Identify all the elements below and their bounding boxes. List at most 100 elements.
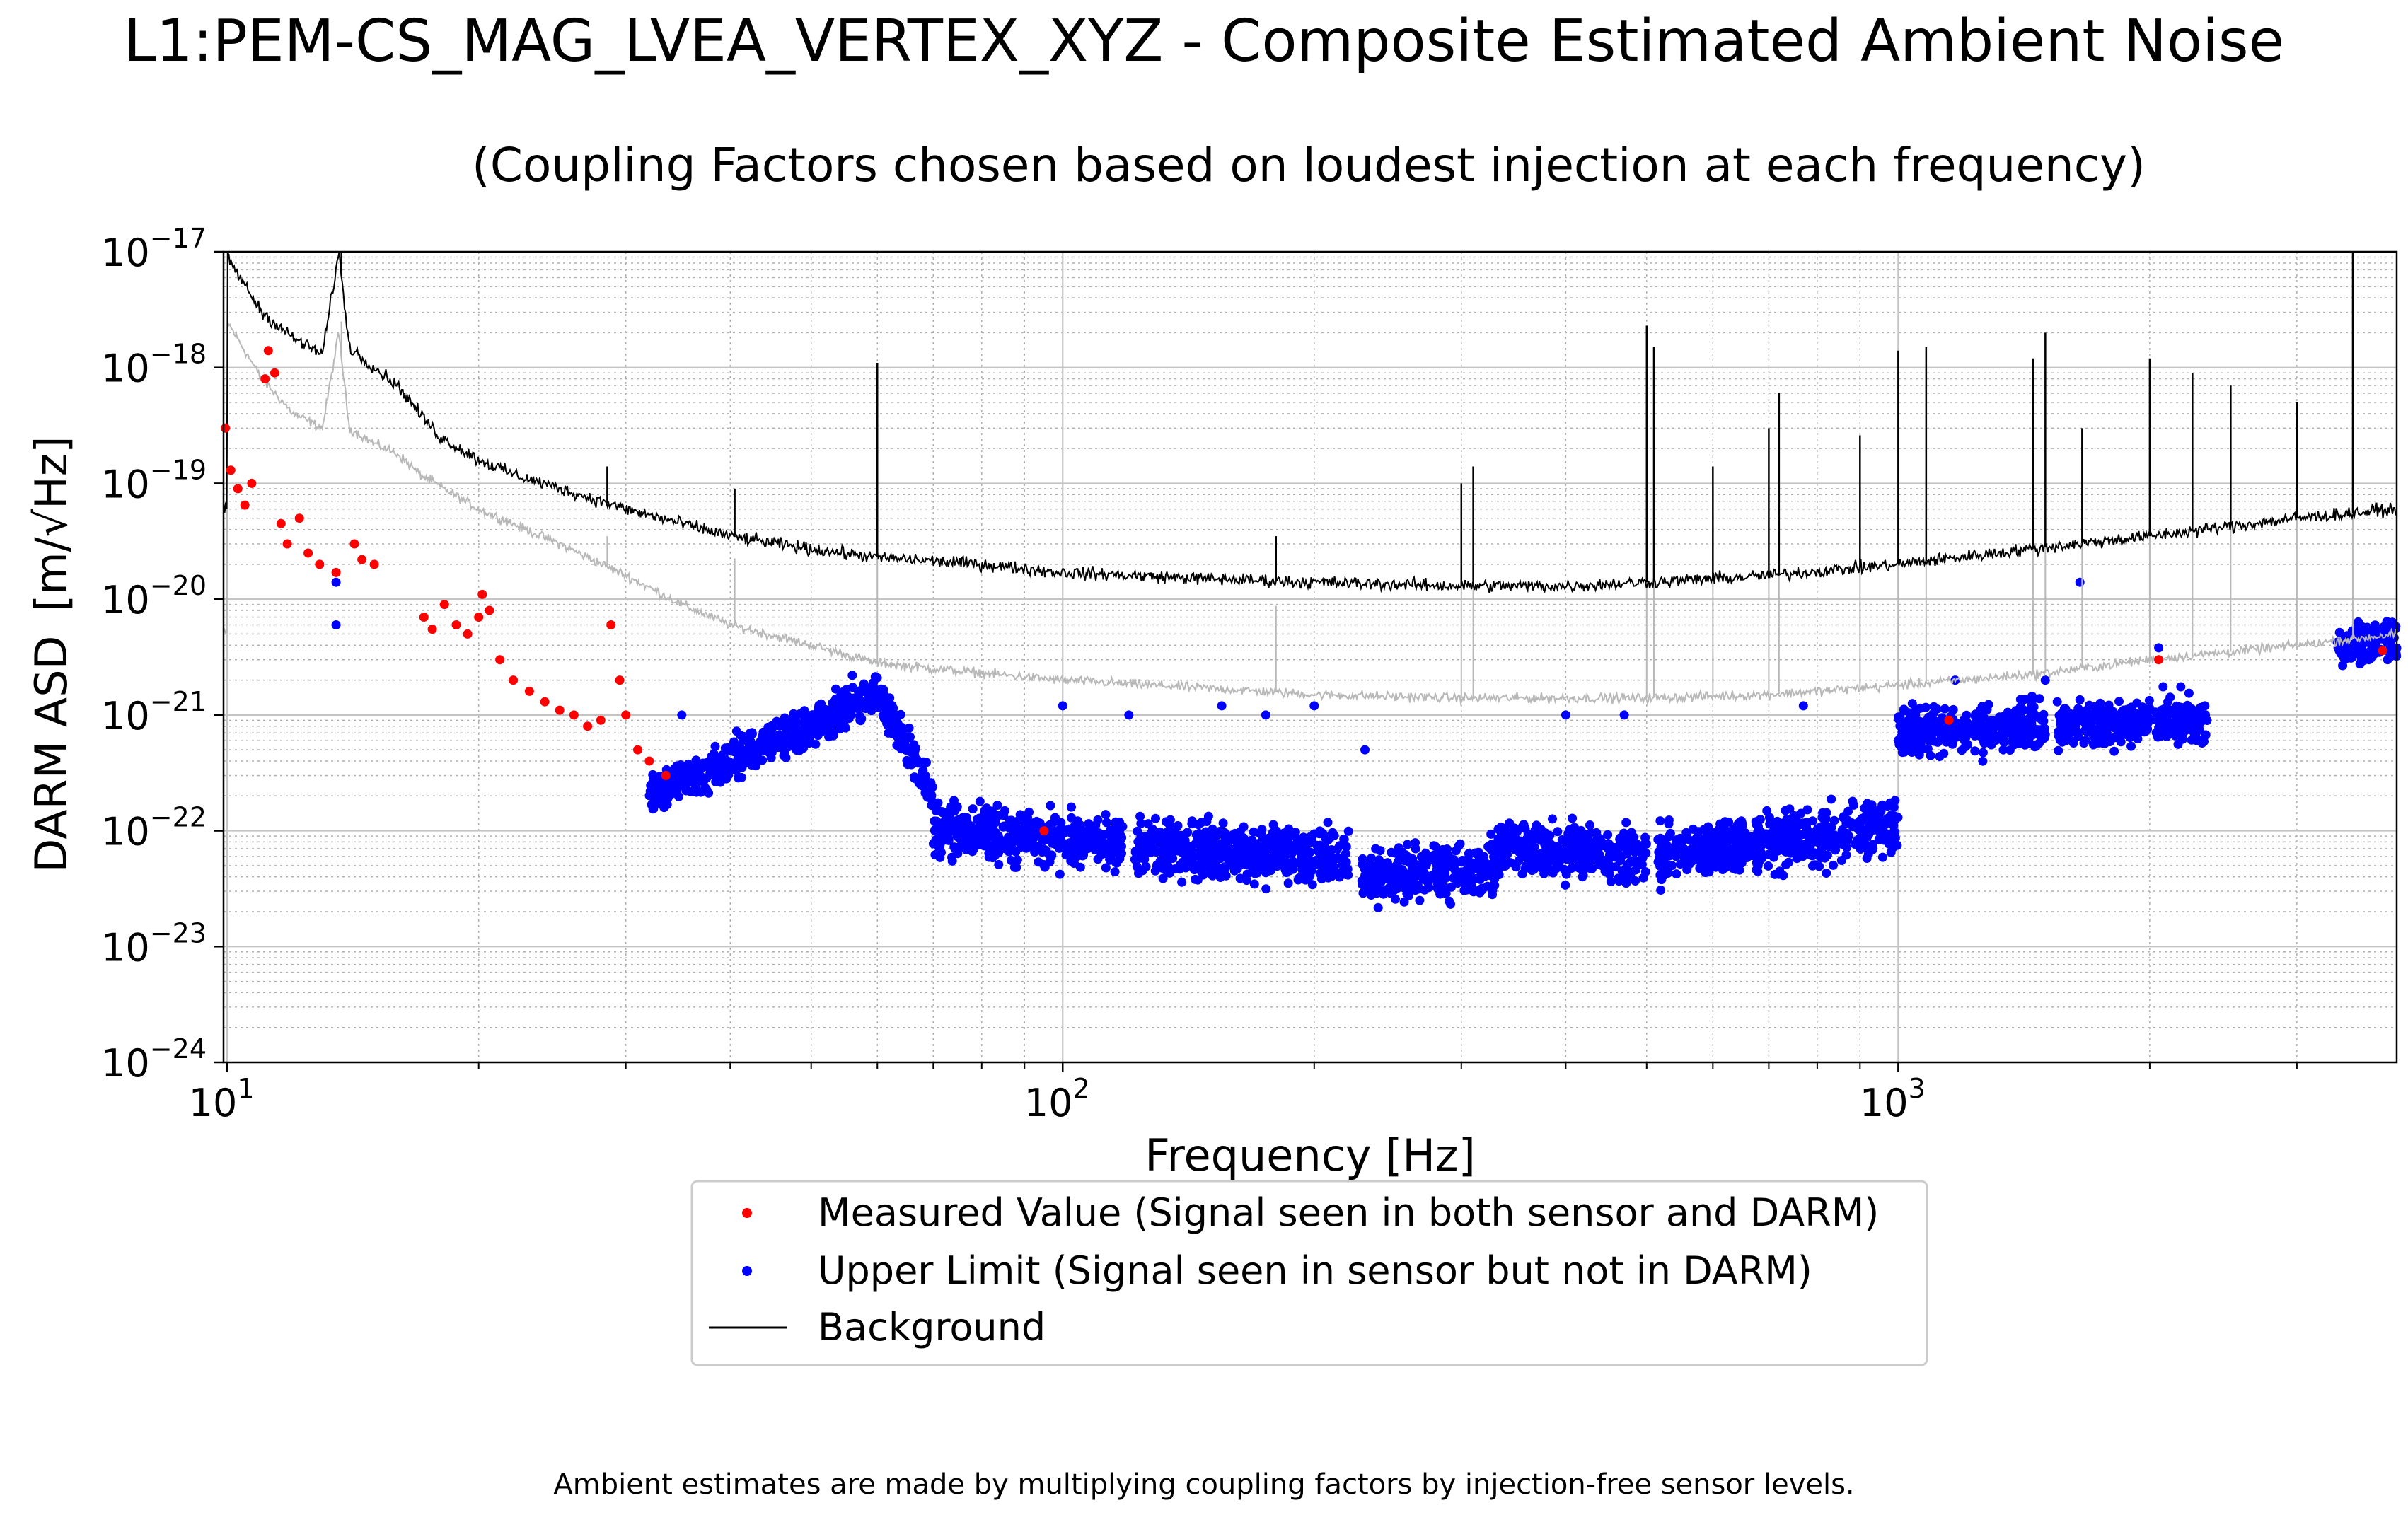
upper-limit-point	[2095, 719, 2105, 729]
upper-limit-point	[1978, 756, 1988, 766]
upper-limit-point	[1977, 702, 1987, 712]
measured-point	[596, 715, 606, 725]
upper-limit-point	[1874, 835, 1884, 844]
legend: Measured Value (Signal seen in both sens…	[690, 1180, 1928, 1366]
upper-limit-point	[1579, 834, 1589, 844]
upper-limit-point	[1158, 873, 1168, 883]
upper-limit-point	[1946, 732, 1956, 742]
upper-limit-point	[1754, 857, 1764, 867]
upper-limit-point	[1173, 821, 1183, 830]
upper-limit-point	[1582, 854, 1592, 864]
x-tick-label: 103	[1860, 1073, 1926, 1125]
upper-limit-point	[2052, 697, 2062, 707]
upper-limit-point	[1998, 745, 2008, 755]
upper-limit-point	[2058, 731, 2068, 741]
upper-limit-point	[2011, 732, 2020, 741]
upper-limit-point	[1413, 864, 1423, 874]
upper-limit-point	[2088, 726, 2098, 736]
upper-limit-point	[1343, 870, 1353, 880]
upper-limit-point	[2163, 697, 2172, 707]
upper-limit-point	[1511, 862, 1521, 872]
upper-limit-point	[2063, 721, 2073, 731]
upper-limit-point	[1749, 835, 1759, 844]
y-axis-label-unit: [m/√Hz]	[25, 436, 77, 612]
upper-limit-point	[1798, 701, 1808, 711]
upper-limit-point	[918, 767, 927, 777]
upper-limit-point	[1247, 866, 1257, 876]
upper-limit-point	[1597, 837, 1607, 847]
upper-limit-point	[1272, 848, 1282, 858]
upper-limit-point	[1615, 833, 1625, 843]
upper-limit-point	[2102, 724, 2112, 734]
upper-limit-point	[1064, 842, 1074, 852]
upper-limit-point	[1621, 863, 1631, 873]
upper-limit-point	[935, 842, 944, 852]
upper-limit-point	[2090, 702, 2100, 712]
upper-limit-point	[994, 859, 1004, 869]
upper-limit-point	[1451, 846, 1461, 856]
upper-limit-point	[1203, 835, 1212, 845]
upper-limit-point	[1020, 815, 1030, 825]
upper-limit-point	[809, 721, 818, 731]
upper-limit-point	[1886, 847, 1896, 857]
upper-limit-point	[1843, 815, 1853, 825]
upper-limit-point	[1510, 823, 1520, 833]
upper-limit-point	[1886, 835, 1896, 845]
upper-limit-point	[1711, 862, 1720, 872]
upper-limit-point	[1004, 847, 1014, 857]
upper-limit-point	[1105, 839, 1115, 849]
upper-limit-point	[961, 838, 971, 847]
upper-limit-point	[1217, 701, 1227, 711]
upper-limit-point	[1823, 837, 1833, 847]
upper-limit-point	[1518, 821, 1527, 831]
upper-limit-point	[1201, 827, 1210, 837]
upper-limit-point	[2126, 741, 2136, 751]
upper-limit-point	[833, 706, 843, 716]
upper-limit-point	[2356, 646, 2366, 656]
upper-limit-markers	[331, 577, 2402, 912]
upper-limit-point	[1904, 743, 1914, 753]
series-curve	[223, 251, 2397, 593]
upper-limit-point	[1613, 842, 1623, 852]
upper-limit-point	[739, 732, 749, 741]
upper-limit-point	[1111, 819, 1121, 829]
upper-limit-point	[1841, 836, 1851, 846]
upper-limit-point	[1905, 731, 1915, 741]
upper-limit-point	[1552, 842, 1562, 852]
upper-limit-point	[1270, 833, 1280, 843]
upper-limit-point	[2184, 688, 2194, 698]
upper-limit-point	[1752, 820, 1761, 829]
upper-limit-point	[921, 786, 931, 796]
upper-limit-point	[1621, 818, 1631, 828]
upper-limit-point	[1182, 846, 1192, 856]
upper-limit-point	[2069, 711, 2079, 721]
upper-limit-point	[1773, 869, 1783, 879]
upper-limit-point	[901, 743, 911, 753]
upper-limit-point	[1737, 816, 1747, 826]
upper-limit-point	[1459, 886, 1469, 895]
upper-limit-point	[1261, 884, 1271, 894]
upper-limit-point	[1659, 863, 1669, 873]
upper-limit-point	[1498, 857, 1507, 866]
upper-limit-point	[801, 734, 811, 744]
upper-limit-point	[1568, 813, 1578, 823]
upper-limit-point	[1058, 701, 1067, 711]
upper-limit-point	[2187, 717, 2196, 727]
upper-limit-point	[659, 800, 669, 810]
upper-limit-point	[786, 715, 796, 725]
upper-limit-point	[845, 707, 855, 716]
upper-limit-point	[1860, 812, 1870, 822]
upper-limit-point	[878, 711, 888, 721]
upper-limit-point	[1960, 742, 1970, 752]
upper-limit-point	[1585, 820, 1594, 830]
upper-limit-point	[795, 735, 805, 745]
upper-limit-point	[1228, 861, 1237, 871]
upper-limit-point	[1431, 868, 1441, 878]
y-tick-label: 10−17	[101, 223, 207, 275]
upper-limit-point	[934, 806, 944, 816]
upper-limit-point	[1315, 826, 1325, 836]
upper-limit-point	[1285, 831, 1295, 841]
upper-limit-point	[1316, 849, 1326, 859]
upper-limit-point	[1488, 890, 1497, 900]
upper-limit-point	[1742, 853, 1752, 862]
